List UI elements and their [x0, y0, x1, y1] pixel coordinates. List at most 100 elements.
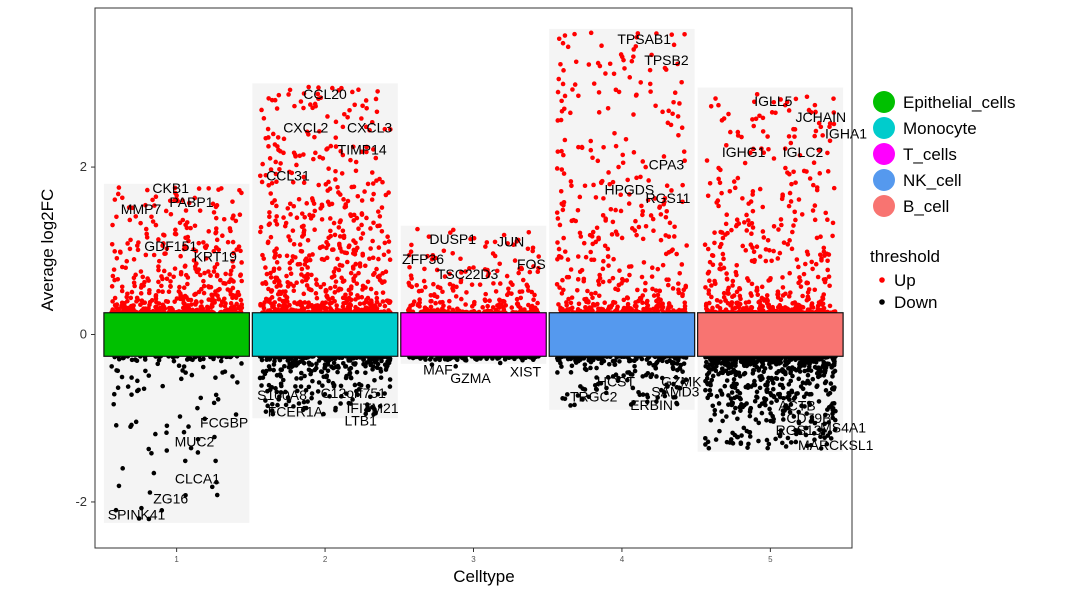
point-up-NK_cell: [576, 93, 581, 99]
point-down-B_cell: [741, 425, 747, 431]
point-down-Epithelial_cells: [143, 368, 148, 374]
point-down-B_cell: [735, 388, 740, 394]
point-up-NK_cell: [590, 155, 595, 161]
point-up-Epithelial_cells: [231, 250, 236, 256]
point-down-B_cell: [807, 402, 813, 408]
point-down-Monocyte: [285, 395, 291, 400]
point-up-Monocyte: [261, 305, 267, 311]
point-down-Monocyte: [282, 363, 287, 369]
point-up-B_cell: [733, 305, 738, 311]
point-down-Monocyte: [385, 359, 390, 364]
point-up-Monocyte: [304, 201, 310, 206]
gene-label-CPA3: CPA3: [649, 157, 685, 173]
point-up-B_cell: [716, 203, 721, 209]
labeled-point-JCHAIN: [812, 102, 818, 108]
point-up-Monocyte: [257, 173, 263, 179]
labeled-point-RGS13: [771, 419, 776, 424]
point-down-B_cell: [704, 359, 709, 365]
point-up-Monocyte: [277, 253, 282, 259]
point-up-B_cell: [730, 294, 735, 300]
point-down-B_cell: [792, 395, 798, 400]
point-down-NK_cell: [674, 401, 680, 407]
gene-label-HCST: HCST: [597, 373, 636, 389]
point-down-NK_cell: [675, 357, 681, 363]
point-up-Monocyte: [264, 271, 270, 277]
point-up-Epithelial_cells: [125, 241, 130, 246]
point-down-B_cell: [799, 403, 804, 409]
point-down-NK_cell: [640, 392, 646, 397]
point-up-Epithelial_cells: [116, 185, 122, 190]
point-down-NK_cell: [605, 375, 611, 380]
point-up-B_cell: [792, 127, 798, 132]
point-up-Monocyte: [301, 91, 307, 96]
point-up-NK_cell: [589, 307, 594, 313]
point-up-Epithelial_cells: [233, 218, 239, 224]
point-up-T_cells: [426, 234, 432, 239]
x-axis-title: Celltype: [453, 567, 514, 586]
point-up-B_cell: [705, 193, 711, 199]
point-up-B_cell: [776, 227, 781, 232]
point-up-Monocyte: [316, 96, 321, 102]
point-down-NK_cell: [680, 369, 685, 374]
point-up-B_cell: [780, 275, 785, 280]
point-up-Monocyte: [269, 301, 274, 306]
point-up-NK_cell: [654, 31, 659, 36]
labeled-point-FCER1A: [301, 405, 307, 411]
point-up-Monocyte: [306, 286, 312, 292]
point-up-Epithelial_cells: [131, 257, 137, 262]
point-up-Monocyte: [258, 229, 263, 235]
gene-label-TRGC2: TRGC2: [570, 388, 618, 404]
point-up-B_cell: [724, 271, 729, 276]
point-up-Epithelial_cells: [171, 274, 176, 280]
point-up-Epithelial_cells: [161, 304, 167, 310]
point-down-NK_cell: [677, 366, 683, 371]
point-up-B_cell: [830, 220, 836, 226]
point-up-NK_cell: [655, 292, 661, 298]
point-down-Monocyte: [370, 367, 375, 372]
point-up-T_cells: [407, 264, 412, 270]
point-up-Epithelial_cells: [196, 240, 202, 246]
point-up-B_cell: [705, 271, 711, 276]
point-up-Monocyte: [301, 105, 306, 111]
point-down-B_cell: [823, 412, 828, 418]
point-down-Epithelial_cells: [113, 423, 119, 428]
point-up-Epithelial_cells: [172, 266, 178, 271]
point-up-Monocyte: [388, 127, 393, 132]
point-down-Monocyte: [378, 375, 384, 380]
point-up-NK_cell: [651, 228, 656, 233]
point-up-Monocyte: [272, 255, 277, 260]
point-up-Epithelial_cells: [217, 286, 222, 292]
point-up-Monocyte: [356, 87, 361, 93]
point-up-T_cells: [448, 230, 453, 235]
point-up-Monocyte: [273, 275, 278, 281]
point-up-NK_cell: [660, 109, 665, 115]
point-up-Monocyte: [355, 193, 361, 199]
point-up-T_cells: [526, 229, 532, 235]
point-up-Monocyte: [312, 134, 317, 140]
point-up-Monocyte: [306, 132, 311, 137]
point-up-T_cells: [483, 291, 488, 297]
point-up-B_cell: [783, 165, 788, 171]
point-up-Epithelial_cells: [206, 229, 212, 234]
point-down-NK_cell: [568, 370, 574, 375]
point-down-B_cell: [780, 440, 785, 446]
point-up-NK_cell: [657, 204, 663, 209]
point-up-NK_cell: [676, 133, 681, 138]
point-up-B_cell: [823, 210, 829, 216]
point-up-B_cell: [783, 291, 788, 297]
point-down-Monocyte: [279, 383, 284, 389]
point-up-B_cell: [749, 231, 754, 236]
point-up-NK_cell: [575, 254, 581, 259]
point-down-B_cell: [807, 381, 812, 386]
point-up-Epithelial_cells: [134, 295, 140, 301]
point-down-B_cell: [758, 377, 764, 383]
point-up-NK_cell: [585, 288, 590, 294]
point-up-Monocyte: [369, 119, 375, 125]
point-up-Epithelial_cells: [110, 307, 115, 312]
point-down-Epithelial_cells: [189, 372, 195, 378]
point-up-NK_cell: [669, 188, 674, 193]
point-up-NK_cell: [618, 192, 623, 198]
legend-swatch-B_cell: [873, 195, 895, 217]
gene-label-SPINK41: SPINK41: [108, 507, 166, 523]
point-up-Monocyte: [274, 222, 280, 227]
